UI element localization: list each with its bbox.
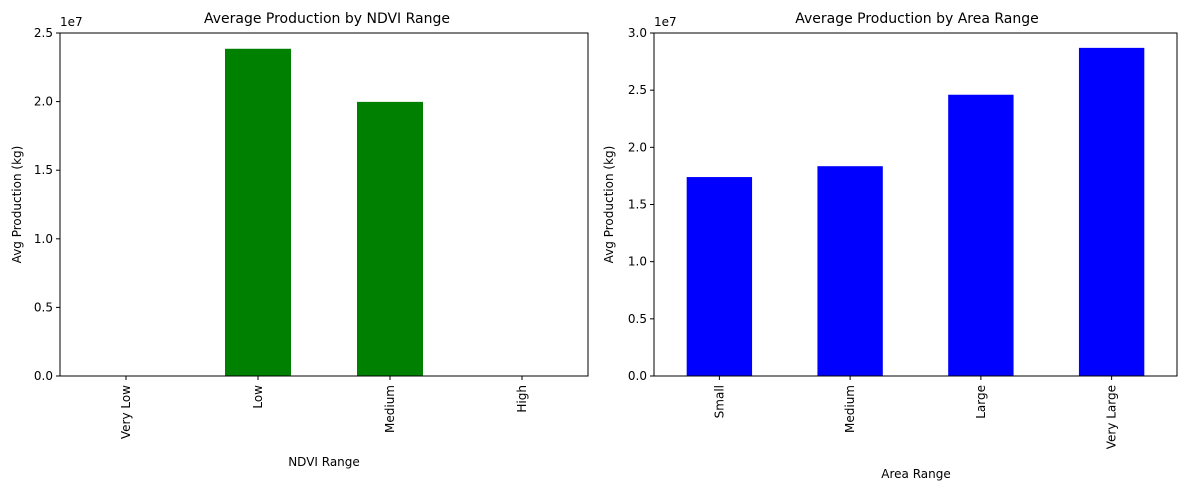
x-ticks: Small Medium Large Very Large [712,376,1119,449]
x-axis-label: NDVI Range [288,455,360,469]
x-axis-label: Area Range [881,467,950,481]
bar-medium [817,166,883,376]
y-tick-label: 1.5 [628,198,647,212]
y-tick-label: 2.0 [628,140,647,154]
y-tick-label: 2.5 [628,83,647,97]
bar-very-large [1078,47,1145,376]
chart-ndvi: Average Production by NDVI Range 1e7 0.0… [10,11,589,469]
y-ticks: 0.0 0.5 1.0 1.5 2.0 2.5 [34,26,60,383]
bars [686,47,1145,377]
chart-title: Average Production by Area Range [795,11,1039,27]
bar-large [948,94,1014,377]
y-tick-label: 3.0 [628,26,647,40]
x-tick-label: Medium [843,385,857,433]
x-tick-label: Very Low [119,385,133,439]
y-tick-label: 0.0 [34,369,53,383]
y-tick-label: 0.0 [628,369,647,383]
x-tick-label: Large [974,385,988,419]
y-tick-label: 0.5 [34,300,53,314]
y-tick-label: 0.5 [628,312,647,326]
y-axis-label: Avg Production (kg) [602,146,616,264]
x-tick-label: Small [712,385,726,418]
x-tick-label: Very Large [1105,385,1119,449]
plot-frame [653,32,1178,377]
plot-frame [59,32,589,377]
y-tick-label: 1.0 [628,255,647,269]
x-tick-label: High [515,385,529,413]
bars [225,48,423,377]
x-tick-label: Medium [383,385,397,433]
y-ticks: 0.0 0.5 1.0 1.5 2.0 2.5 3.0 [628,26,654,383]
y-offset-text: 1e7 [654,15,677,29]
bar-low [225,48,291,376]
chart-title: Average Production by NDVI Range [204,11,450,27]
y-tick-label: 2.5 [34,26,53,40]
bar-medium [357,101,423,377]
y-axis-label: Avg Production (kg) [10,146,24,264]
y-tick-label: 1.0 [34,232,53,246]
y-offset-text: 1e7 [60,15,83,29]
y-tick-label: 1.5 [34,163,53,177]
x-ticks: Very Low Low Medium High [119,376,529,439]
chart-area: Average Production by Area Range 1e7 0.0… [602,11,1178,481]
bar-small [686,177,753,376]
x-tick-label: Low [251,385,265,409]
y-tick-label: 2.0 [34,95,53,109]
